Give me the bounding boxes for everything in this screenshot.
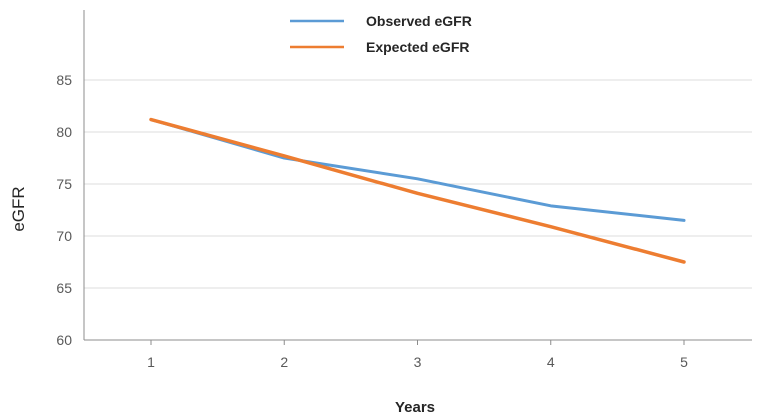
series-lines xyxy=(149,117,686,264)
legend-label-observed: Observed eGFR xyxy=(366,13,472,29)
y-tick-labels: 60 65 70 75 80 85 xyxy=(56,72,72,348)
series-line-expected-egfr xyxy=(149,117,686,264)
gridlines xyxy=(84,79,752,289)
x-tick-label: 5 xyxy=(680,354,688,370)
x-tick-label: 2 xyxy=(280,354,288,370)
x-tick-labels: 1 2 3 4 5 xyxy=(147,340,688,370)
y-tick-label: 65 xyxy=(56,280,72,296)
axes xyxy=(83,10,752,341)
y-tick-label: 70 xyxy=(56,228,72,244)
legend: Observed eGFR Expected eGFR xyxy=(290,13,472,55)
x-axis-title: Years xyxy=(395,399,435,416)
x-tick-label: 3 xyxy=(414,354,422,370)
x-tick-label: 1 xyxy=(147,354,155,370)
y-axis-title: eGFR xyxy=(9,186,28,231)
y-tick-label: 80 xyxy=(56,124,72,140)
y-tick-label: 60 xyxy=(56,332,72,348)
y-tick-label: 75 xyxy=(56,176,72,192)
x-tick-label: 4 xyxy=(547,354,555,370)
series-line-observed-egfr xyxy=(149,118,686,222)
y-tick-label: 85 xyxy=(56,72,72,88)
legend-label-expected: Expected eGFR xyxy=(366,39,469,55)
